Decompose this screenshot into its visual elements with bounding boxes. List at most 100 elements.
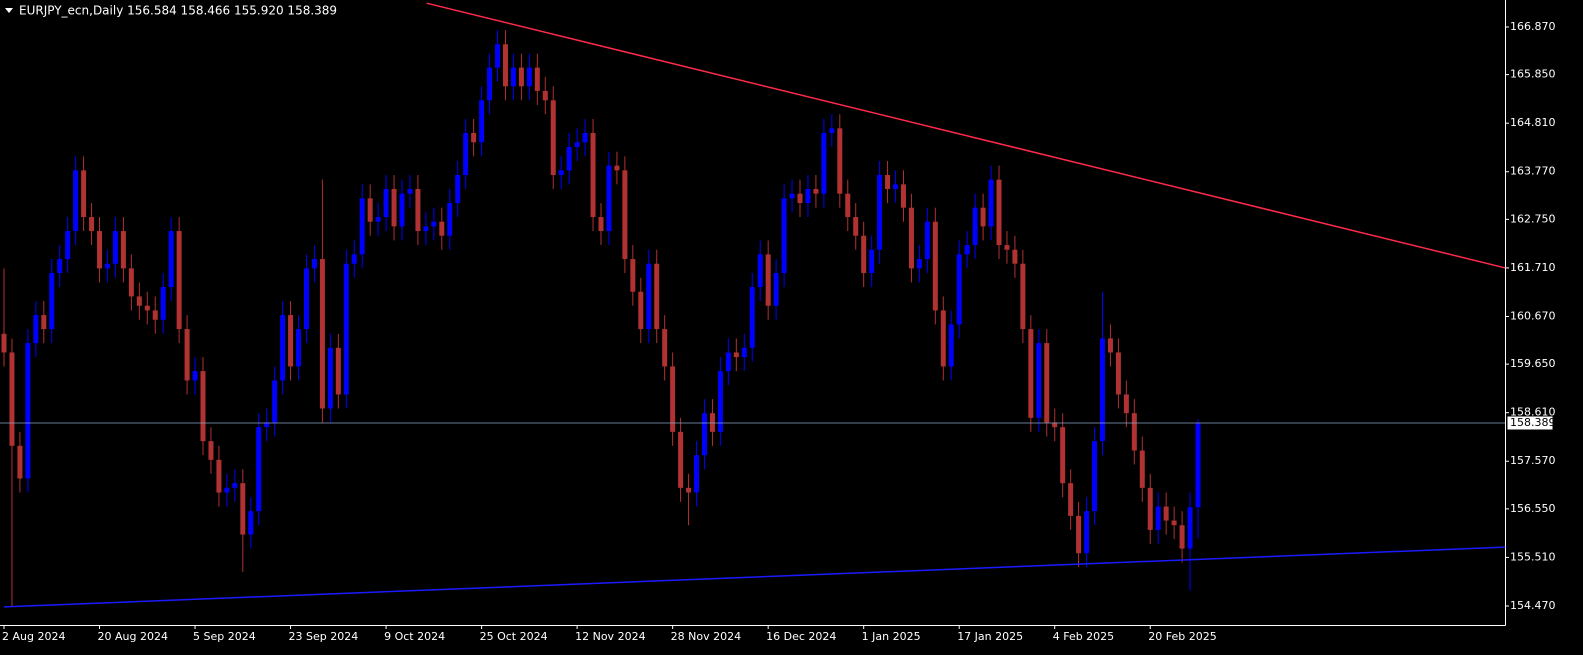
- candle-body: [797, 193, 803, 204]
- candle-body: [534, 67, 540, 91]
- candle-body: [311, 259, 317, 269]
- candle-body: [916, 259, 922, 269]
- candle-body: [120, 231, 126, 269]
- candle-body: [407, 189, 413, 194]
- candle-body: [1036, 343, 1042, 418]
- candle-body: [296, 329, 302, 367]
- candle-body: [112, 231, 118, 264]
- candle-body: [646, 263, 652, 330]
- candle-body: [701, 413, 707, 456]
- candle-body: [510, 67, 516, 87]
- candle-body: [33, 315, 39, 344]
- candle-body: [391, 189, 397, 227]
- candle-body: [773, 273, 779, 306]
- candle-body: [717, 371, 723, 432]
- candle-body: [988, 179, 994, 227]
- candle-body: [49, 273, 55, 330]
- y-tick-label: 157.570: [1510, 454, 1556, 467]
- candle-body: [638, 291, 644, 330]
- candle-body: [144, 305, 150, 311]
- candle-body: [495, 44, 501, 68]
- candle-body: [216, 459, 222, 493]
- x-tick-label: 23 Sep 2024: [289, 630, 359, 643]
- y-tick-label: 160.670: [1510, 309, 1556, 322]
- candle-body: [1004, 245, 1010, 250]
- candle-body: [598, 217, 604, 232]
- price-label: 158.389: [1510, 416, 1556, 429]
- candle-body: [359, 198, 365, 255]
- y-tick-label: 161.710: [1510, 261, 1556, 274]
- candle-body: [343, 263, 349, 395]
- candle-body: [821, 132, 827, 194]
- candle-body: [487, 67, 493, 101]
- candle-body: [956, 254, 962, 325]
- candle-body: [877, 175, 883, 250]
- candle-body: [1195, 423, 1201, 508]
- candle-body: [176, 231, 182, 330]
- candle-body: [948, 324, 954, 367]
- candle-body: [335, 347, 341, 395]
- candle-body: [367, 198, 373, 222]
- candle-body: [303, 268, 309, 330]
- candle-body: [662, 329, 668, 367]
- candle-body: [709, 413, 715, 432]
- candle-body: [224, 487, 230, 493]
- candle-body: [1068, 483, 1074, 516]
- candle-body: [1028, 329, 1034, 418]
- candle-body: [136, 296, 142, 306]
- candle-body: [1115, 352, 1121, 395]
- candle-body: [900, 184, 906, 208]
- candle-body: [725, 352, 731, 372]
- candle-body: [1076, 515, 1082, 554]
- y-tick-label: 154.470: [1510, 599, 1556, 612]
- candle-body: [89, 217, 95, 232]
- candle-body: [1020, 263, 1026, 330]
- trend-line: [3, 546, 1506, 608]
- candle-body: [73, 170, 79, 232]
- candle-body: [996, 179, 1002, 246]
- candle-body: [152, 310, 158, 320]
- candle-body: [9, 352, 15, 446]
- candle-body: [654, 263, 660, 330]
- candle-body: [845, 193, 851, 218]
- x-tick-label: 28 Nov 2024: [671, 630, 741, 643]
- candle-body: [590, 132, 596, 218]
- y-tick-label: 155.510: [1510, 550, 1556, 563]
- candle-body: [160, 287, 166, 320]
- x-tick-label: 20 Aug 2024: [98, 630, 168, 643]
- candle-body: [256, 427, 262, 512]
- candle-body: [232, 483, 238, 488]
- candle-body: [789, 193, 795, 199]
- x-tick-label: 16 Dec 2024: [766, 630, 836, 643]
- candle-body: [351, 254, 357, 264]
- candle-body: [837, 128, 843, 194]
- x-tick-label: 9 Oct 2024: [384, 630, 445, 643]
- candle-body: [829, 128, 835, 133]
- candle-body: [1084, 511, 1090, 554]
- candle-body: [1012, 249, 1018, 264]
- candle-body: [630, 259, 636, 292]
- candle-body: [964, 245, 970, 255]
- candle-body: [606, 165, 612, 232]
- candle-body: [678, 431, 684, 488]
- y-tick-label: 156.550: [1510, 502, 1556, 515]
- candle-body: [869, 249, 875, 274]
- candle-body: [479, 100, 485, 143]
- menu-arrow[interactable]: [5, 8, 13, 13]
- candle-body: [566, 146, 572, 171]
- candle-body: [1099, 338, 1105, 442]
- price-label-box: [1506, 415, 1554, 431]
- candle-body: [932, 221, 938, 311]
- candle-body: [264, 422, 270, 428]
- candle-body: [1155, 506, 1161, 530]
- candle-body: [1171, 520, 1177, 526]
- candle-body: [558, 170, 564, 176]
- candle-body: [940, 310, 946, 367]
- candle-body: [518, 67, 524, 87]
- candle-body: [81, 170, 87, 218]
- candle-body: [463, 132, 469, 176]
- candle-body: [574, 142, 580, 147]
- candle-body: [924, 221, 930, 260]
- candle-body: [97, 231, 103, 269]
